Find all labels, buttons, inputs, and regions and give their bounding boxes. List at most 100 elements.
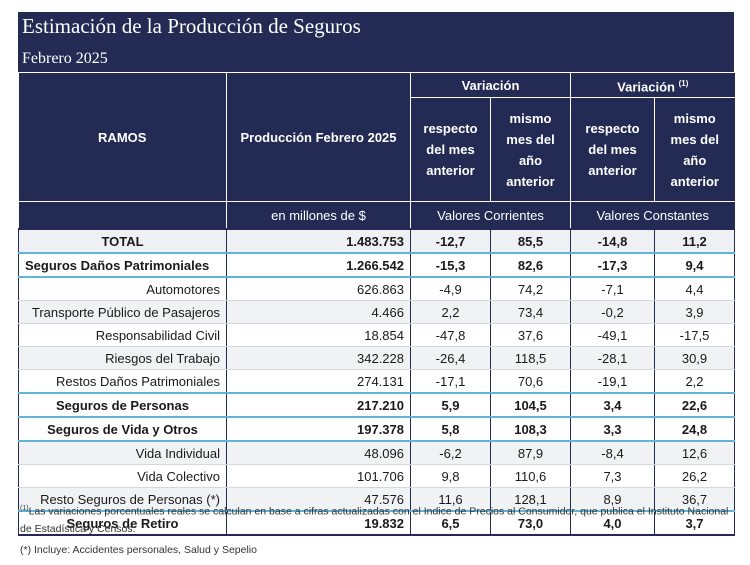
- footnote-1: (1)Las variaciones porcentuales reales s…: [20, 500, 732, 538]
- row-v3: -17,3: [570, 253, 655, 279]
- row-prod: 1.483.753: [226, 228, 411, 255]
- row-v4: 24,8: [654, 417, 735, 443]
- row-prod: 19.832: [226, 511, 411, 537]
- row-name: Seguros de Personas: [18, 392, 227, 419]
- header-mismo-corr: mismo mes del año anterior: [490, 97, 571, 202]
- row-v3: -7,1: [570, 277, 655, 302]
- row-v3: 3,4: [570, 392, 655, 419]
- production-table: RAMOS Producción Febrero 2025 Variación …: [18, 71, 735, 537]
- row-prod: 217.210: [226, 392, 411, 419]
- row-name: Responsabilidad Civil: [18, 323, 227, 348]
- row-v1: -12,7: [410, 228, 491, 255]
- table-row-retiro: Seguros de Retiro 19.832 6,5 73,0 4,0 3,…: [18, 511, 735, 537]
- row-v2: 73,4: [490, 300, 571, 325]
- row-v1: -47,8: [410, 323, 491, 348]
- table-row-total: TOTAL 1.483.753 -12,7 85,5 -14,8 11,2: [18, 228, 735, 255]
- row-v3: 8,9: [570, 487, 655, 513]
- row-prod: 274.131: [226, 369, 411, 395]
- row-prod: 197.378: [226, 417, 411, 443]
- row-v4: 36,7: [654, 487, 735, 513]
- row-prod: 1.266.542: [226, 253, 411, 279]
- row-v3: -8,4: [570, 441, 655, 466]
- row-v4: 9,4: [654, 253, 735, 279]
- row-name: Seguros de Retiro: [18, 511, 227, 537]
- row-name: Automotores: [18, 277, 227, 302]
- row-v1: -15,3: [410, 253, 491, 279]
- row-v1: 5,9: [410, 392, 491, 419]
- table-row-personas: Seguros de Personas 217.210 5,9 104,5 3,…: [18, 392, 735, 419]
- row-v1: -26,4: [410, 346, 491, 371]
- row-v4: 3,9: [654, 300, 735, 325]
- row-name: Transporte Público de Pasajeros: [18, 300, 227, 325]
- row-v1: 2,2: [410, 300, 491, 325]
- footnotes: (1)Las variaciones porcentuales reales s…: [20, 500, 732, 559]
- row-v2: 128,1: [490, 487, 571, 513]
- header-variacion-corrientes: Variación: [410, 71, 571, 98]
- row-prod: 18.854: [226, 323, 411, 348]
- header-variacion-constantes-sup: (1): [678, 79, 689, 88]
- header-unit-prod: en millones de $: [226, 201, 411, 230]
- table-row: Resto Seguros de Personas (*) 47.576 11,…: [18, 487, 735, 513]
- report-subtitle: Febrero 2025: [22, 50, 108, 67]
- row-v2: 73,0: [490, 511, 571, 537]
- report-frame: Estimación de la Producción de Seguros F…: [18, 12, 735, 537]
- row-v2: 82,6: [490, 253, 571, 279]
- row-v4: 11,2: [654, 228, 735, 255]
- header-unit-constantes: Valores Constantes: [570, 201, 735, 230]
- table-row: Automotores 626.863 -4,9 74,2 -7,1 4,4: [18, 277, 735, 302]
- row-v2: 37,6: [490, 323, 571, 348]
- header-produccion: Producción Febrero 2025: [226, 71, 411, 202]
- row-v2: 85,5: [490, 228, 571, 255]
- row-v4: 2,2: [654, 369, 735, 395]
- row-v3: -14,8: [570, 228, 655, 255]
- row-v4: 4,4: [654, 277, 735, 302]
- row-v1: -4,9: [410, 277, 491, 302]
- table-row: Riesgos del Trabajo 342.228 -26,4 118,5 …: [18, 346, 735, 371]
- title-block: Estimación de la Producción de Seguros F…: [18, 12, 734, 72]
- report-title: Estimación de la Producción de Seguros: [22, 14, 361, 38]
- row-v3: 4,0: [570, 511, 655, 537]
- row-prod: 626.863: [226, 277, 411, 302]
- row-v4: 22,6: [654, 392, 735, 419]
- row-v4: 26,2: [654, 464, 735, 489]
- row-v2: 110,6: [490, 464, 571, 489]
- row-v3: -0,2: [570, 300, 655, 325]
- row-v1: 11,6: [410, 487, 491, 513]
- row-name: Resto Seguros de Personas (*): [18, 487, 227, 513]
- row-name: Seguros de Vida y Otros: [18, 417, 227, 443]
- row-v1: 6,5: [410, 511, 491, 537]
- row-v1: -6,2: [410, 441, 491, 466]
- row-v3: 3,3: [570, 417, 655, 443]
- row-v2: 118,5: [490, 346, 571, 371]
- row-name: Vida Individual: [18, 441, 227, 466]
- row-v2: 74,2: [490, 277, 571, 302]
- header-ramos: RAMOS: [18, 71, 227, 202]
- footnote-1-marker: (1): [20, 505, 29, 512]
- footnote-1-text: Las variaciones porcentuales reales se c…: [20, 505, 729, 535]
- row-v3: -28,1: [570, 346, 655, 371]
- row-name: TOTAL: [18, 228, 227, 255]
- header-variacion-constantes-label: Variación: [617, 79, 675, 95]
- row-v3: -49,1: [570, 323, 655, 348]
- table-row: Vida Colectivo 101.706 9,8 110,6 7,3 26,…: [18, 464, 735, 489]
- header-unit-empty: [18, 201, 227, 230]
- row-v2: 70,6: [490, 369, 571, 395]
- row-v3: 7,3: [570, 464, 655, 489]
- header-variacion-constantes: Variación (1): [570, 71, 735, 98]
- table-row-vida: Seguros de Vida y Otros 197.378 5,8 108,…: [18, 417, 735, 443]
- table-row: Vida Individual 48.096 -6,2 87,9 -8,4 12…: [18, 441, 735, 466]
- row-name: Restos Daños Patrimoniales: [18, 369, 227, 395]
- header-respecto-const: respecto del mes anterior: [570, 97, 655, 202]
- header-unit-corrientes: Valores Corrientes: [410, 201, 571, 230]
- table-row: Responsabilidad Civil 18.854 -47,8 37,6 …: [18, 323, 735, 348]
- header-respecto-corr: respecto del mes anterior: [410, 97, 491, 202]
- row-name: Seguros Daños Patrimoniales: [18, 253, 227, 279]
- row-prod: 4.466: [226, 300, 411, 325]
- row-v4: 12,6: [654, 441, 735, 466]
- row-v4: -17,5: [654, 323, 735, 348]
- row-v2: 104,5: [490, 392, 571, 419]
- row-prod: 48.096: [226, 441, 411, 466]
- row-v2: 108,3: [490, 417, 571, 443]
- footnote-2: (*) Incluye: Accidentes personales, Salu…: [20, 543, 257, 556]
- row-name: Vida Colectivo: [18, 464, 227, 489]
